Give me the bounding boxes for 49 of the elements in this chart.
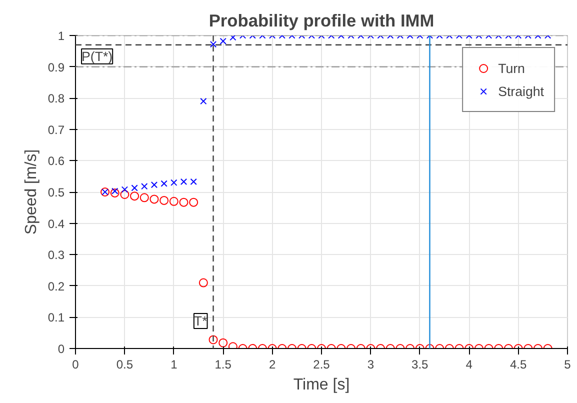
- point: [179, 198, 188, 207]
- x-tick-label: 2: [268, 358, 276, 372]
- x-tick-label: 3.5: [412, 358, 429, 372]
- legend-label: Straight: [498, 84, 544, 98]
- point: [160, 180, 168, 187]
- y-tick-label: 0.7: [48, 122, 65, 137]
- point: [230, 36, 236, 41]
- x-tick-label: 4: [466, 358, 473, 372]
- y-tick-label: 1: [58, 29, 65, 43]
- point: [200, 98, 207, 105]
- point: [150, 194, 159, 204]
- y-tick-label: 0.2: [48, 279, 65, 294]
- point: [120, 190, 130, 199]
- y-tick-label: 0: [58, 342, 65, 356]
- y-tick-label: 0.1: [48, 310, 65, 325]
- legend-label: Turn: [498, 60, 525, 76]
- point: [189, 198, 198, 207]
- point: [121, 186, 128, 193]
- y-tick-label: 0.9: [48, 60, 65, 74]
- point: [130, 192, 140, 201]
- point: [150, 181, 158, 188]
- point: [131, 184, 138, 192]
- point: [140, 193, 149, 202]
- point: [160, 196, 169, 205]
- point: [190, 178, 197, 185]
- point: [112, 188, 118, 194]
- point: [180, 178, 188, 185]
- y-tick-label: 0.5: [48, 186, 65, 200]
- point: [110, 188, 120, 198]
- x-tick-label: 4.5: [510, 358, 527, 372]
- x-tick-label: 0: [72, 358, 80, 372]
- y-tick-label: 0.8: [48, 92, 65, 106]
- x-tick-label: 0.5: [116, 358, 134, 372]
- x-tick-label: 1: [170, 358, 178, 372]
- point: [198, 278, 208, 288]
- point: [141, 183, 148, 190]
- y-tick-label: 0.6: [48, 154, 65, 168]
- y-tick-label: 0.4: [48, 216, 65, 231]
- point: [170, 179, 178, 186]
- ref-line-label: P(T*): [82, 48, 113, 64]
- x-tick-label: 3: [367, 358, 374, 372]
- y-tick-label: 0.3: [48, 248, 65, 262]
- x-tick-label: 5: [564, 358, 572, 372]
- x-tick-label: 2.5: [313, 358, 330, 372]
- chart-title: Probability profile with IMM: [208, 10, 434, 30]
- x-tick-label: 1.5: [214, 358, 232, 372]
- point: [169, 196, 178, 206]
- y-axis-title: Speed [m/s]: [22, 149, 40, 235]
- x-axis-title: Time [s]: [293, 376, 350, 394]
